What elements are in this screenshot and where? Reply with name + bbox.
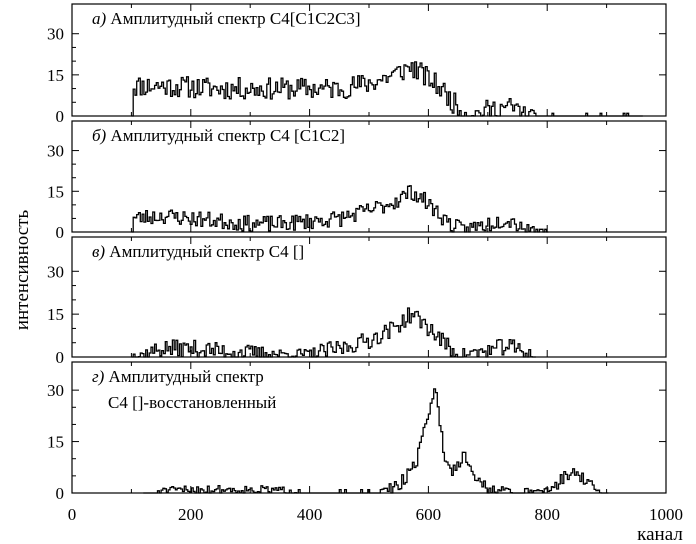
y-tick-label: 30 — [47, 25, 64, 44]
y-tick-label: 0 — [56, 107, 65, 126]
y-axis-title: интенсивность — [12, 209, 33, 330]
x-tick-label: 600 — [416, 505, 442, 524]
panel-1: 0 15 30 а) Амплитудный спектр C4[C1C2C3] — [47, 3, 667, 126]
x-tick-label: 200 — [178, 505, 204, 524]
panel-title: а) Амплитудный спектр C4[C1C2C3] — [92, 9, 361, 28]
x-axis-title: канал — [637, 524, 683, 544]
y-tick-label: 15 — [47, 182, 64, 201]
spectrum-trace — [131, 61, 643, 117]
panel-letter: б) — [92, 126, 110, 145]
y-tick-label: 30 — [47, 142, 64, 161]
y-tick-label: 15 — [47, 433, 64, 452]
panel-letter: а) — [92, 9, 110, 28]
spectrum-trace — [143, 388, 609, 494]
x-tick-label: 800 — [534, 505, 560, 524]
x-tick-label: 400 — [297, 505, 323, 524]
y-tick-label: 15 — [47, 66, 64, 85]
panel-letter: г) — [92, 367, 109, 386]
y-tick-label: 30 — [47, 381, 64, 400]
panel-title: б) Амплитудный спектр C4 [C1C2] — [92, 126, 345, 145]
x-tick-label: 1000 — [649, 505, 683, 524]
panel-3: 0 15 30 в) Амплитудный спектр C4 [] — [47, 236, 667, 367]
spectrum-trace — [131, 307, 536, 358]
x-axis: 0 200 400 600 800 1000 — [68, 505, 683, 524]
panel-title-text: Амплитудный спектр C4 [] — [109, 242, 304, 261]
panel-4: 0 15 30 г) Амплитудный спектр C4 []-восстано… — [47, 361, 667, 503]
y-tick-label: 0 — [56, 223, 65, 242]
panel-2: 0 15 30 б) Амплитудный спектр C4 [C1C2] — [47, 120, 667, 242]
panel-title-text: Амплитудный спектр C4 [C1C2] — [110, 126, 345, 145]
panels-layer: 0 15 30 а) Амплитудный спектр C4[C1C2C3] 0 15… — [47, 3, 667, 503]
spectrum-trace — [131, 185, 549, 233]
panel-letter: в) — [92, 242, 109, 261]
y-tick-label: 0 — [56, 484, 65, 503]
x-tick-label: 0 — [68, 505, 77, 524]
y-tick-label: 0 — [56, 348, 65, 367]
panel-title-text: Амплитудный спектр — [109, 367, 264, 386]
y-tick-label: 30 — [47, 262, 64, 281]
panel-title-line2: C4 []-восстановленный — [108, 393, 276, 412]
panel-title-text: Амплитудный спектр C4[C1C2C3] — [110, 9, 360, 28]
panel-title: г) Амплитудный спектр — [92, 367, 264, 386]
panel-title: в) Амплитудный спектр C4 [] — [92, 242, 304, 261]
y-tick-label: 15 — [47, 305, 64, 324]
